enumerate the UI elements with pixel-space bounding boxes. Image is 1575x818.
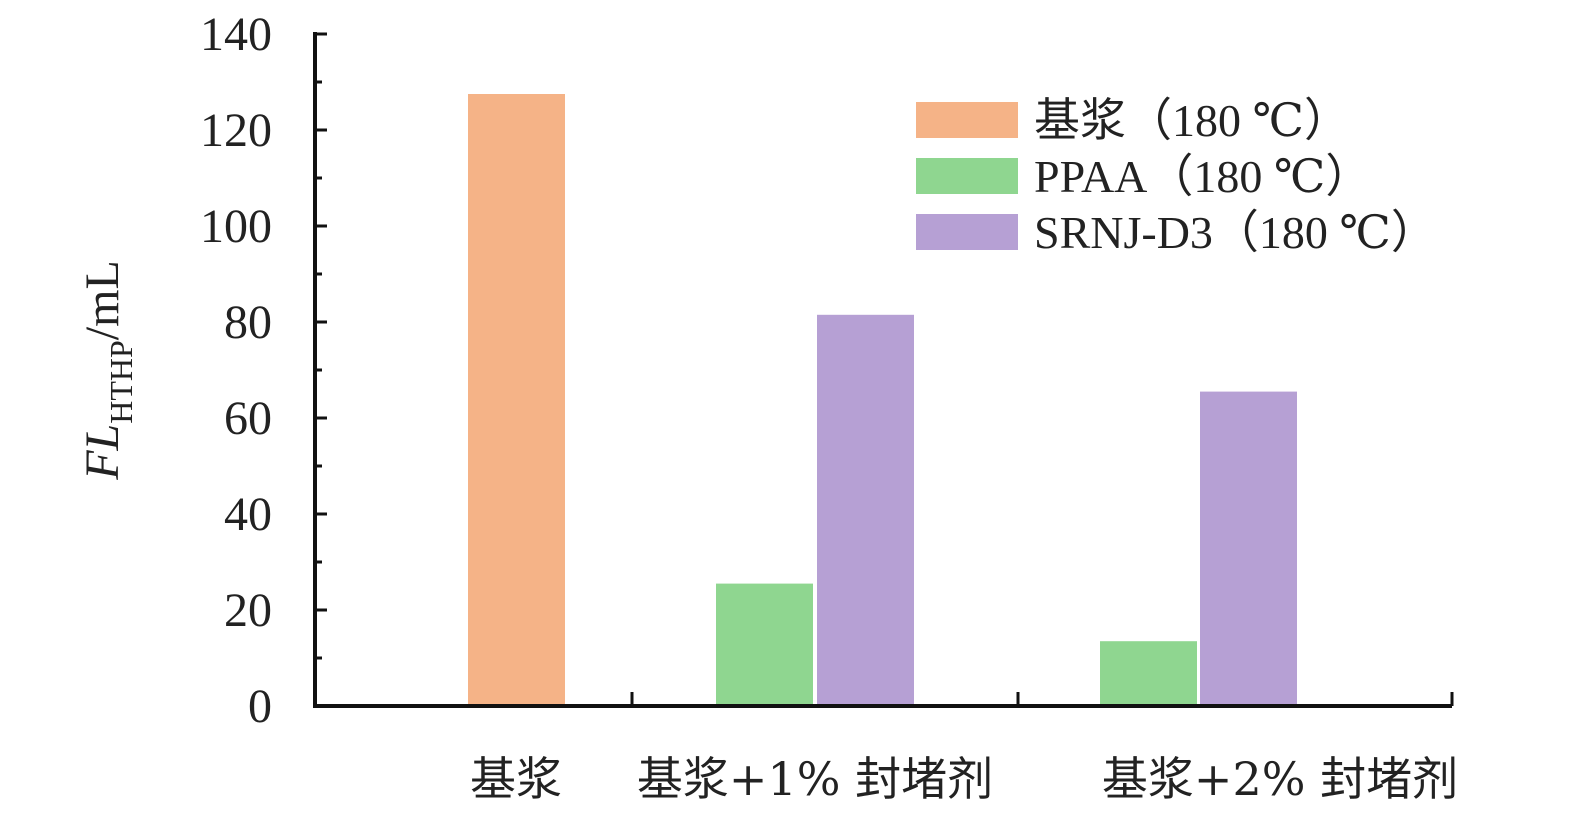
y-tick-label: 20 bbox=[224, 584, 272, 637]
y-tick-label: 60 bbox=[224, 392, 272, 445]
y-axis-ticks: 0 20 40 60 80 100 120 140 bbox=[200, 8, 327, 733]
legend-label: 基浆（180 ℃） bbox=[1034, 95, 1350, 146]
bar-1-cat-1 bbox=[468, 94, 565, 706]
legend-swatch bbox=[916, 214, 1018, 250]
axes bbox=[313, 32, 1454, 708]
legend-label: PPAA（180 ℃） bbox=[1034, 151, 1371, 202]
bar-3-cat-2 bbox=[817, 314, 914, 706]
bar-2-cat-3 bbox=[1100, 641, 1197, 706]
x-category-label: 基浆 bbox=[470, 752, 562, 806]
legend-swatch bbox=[916, 158, 1018, 194]
y-tick-label: 140 bbox=[200, 8, 272, 61]
bar-2-cat-2 bbox=[716, 583, 813, 706]
x-category-label: 基浆+2% 封堵剂 bbox=[1102, 752, 1458, 806]
bars bbox=[468, 94, 1297, 706]
legend-label: SRNJ-D3（180 ℃） bbox=[1034, 207, 1437, 258]
x-category-label: 基浆+1% 封堵剂 bbox=[637, 752, 993, 806]
y-tick-label: 100 bbox=[200, 200, 272, 253]
y-axis-title: FLHTHP/mL bbox=[76, 260, 139, 481]
legend: 基浆（180 ℃）PPAA（180 ℃）SRNJ-D3（180 ℃） bbox=[916, 95, 1437, 258]
y-tick-label: 0 bbox=[248, 680, 272, 733]
y-tick-label: 40 bbox=[224, 488, 272, 541]
y-tick-label: 120 bbox=[200, 104, 272, 157]
x-axis-category-labels: 基浆 基浆+1% 封堵剂 基浆+2% 封堵剂 bbox=[470, 752, 1458, 806]
y-axis-label: FLHTHP/mL bbox=[76, 260, 139, 481]
bar-3-cat-3 bbox=[1200, 391, 1297, 706]
legend-swatch bbox=[916, 102, 1018, 138]
y-tick-label: 80 bbox=[224, 296, 272, 349]
